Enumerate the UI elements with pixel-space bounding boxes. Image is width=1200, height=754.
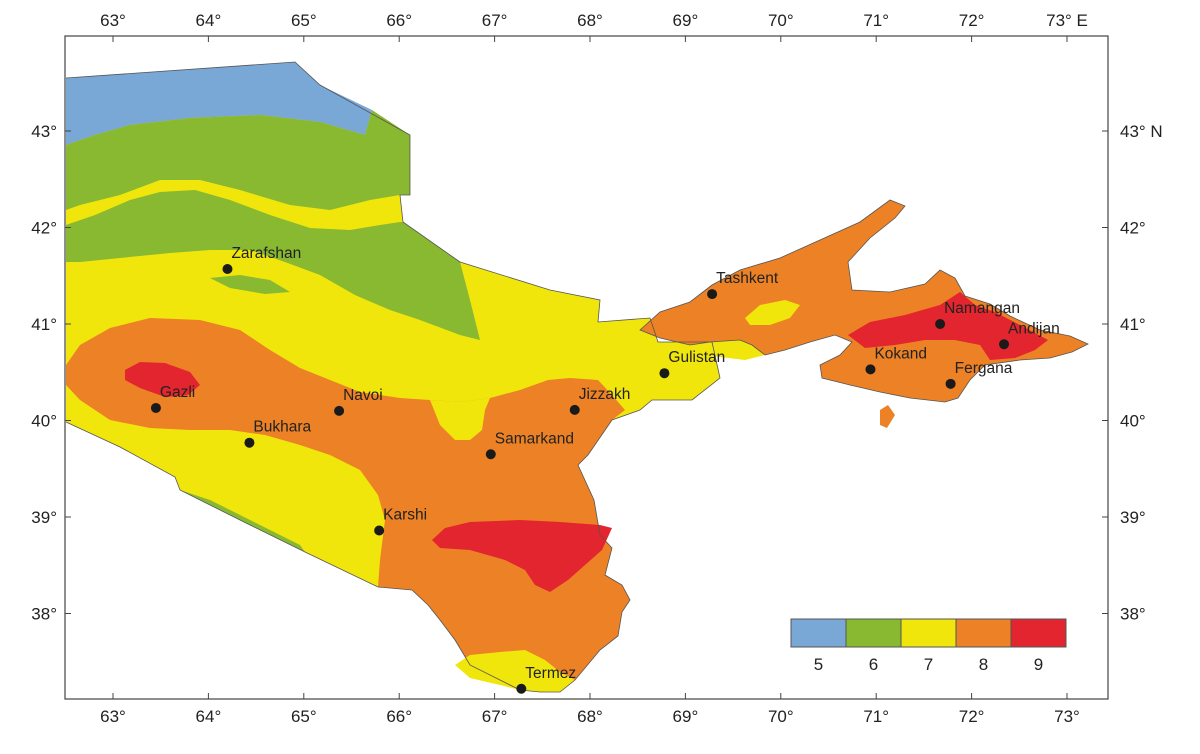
legend-swatch [790,618,847,648]
city-label: Zarafshan [231,245,301,262]
city-label: Fergana [955,360,1013,377]
zone-8-fragment [880,405,895,428]
zone-9-fergana [848,292,1048,360]
zone-7-termez [455,650,575,692]
country-outline-east [639,199,1089,403]
city-marker [485,449,496,460]
city-marker [516,683,527,694]
zone-6-area-middle [66,190,480,340]
city-label: Bukhara [253,419,311,436]
top-lon-label: 70° [768,11,794,30]
zone-6-area-north [66,110,410,210]
left-lat-label: 39° [31,508,57,527]
city-marker [659,368,670,379]
eastern-region [640,200,1088,428]
right-lat-label: 42° [1120,219,1146,238]
top-lon-label: 69° [673,11,699,30]
bottom-lon-label: 64° [196,707,222,726]
city-marker [865,364,876,375]
left-lat-label: 43° [31,122,57,141]
city-label: Gazli [160,384,195,401]
legend-swatch [900,618,957,648]
zone-8-east [640,200,1088,402]
bottom-lon-label: 65° [291,707,317,726]
bottom-lon-label: 67° [482,707,508,726]
axis-labels: 63° 63° 64° 64° 65° 65° 66° 66° 67° 67° 68° 68° 69° 6… [31,11,1162,726]
zone-9-gazli [125,362,200,397]
right-lat-label: 38° [1120,605,1146,624]
city-label: Termez [525,665,576,682]
legend-label: 6 [869,655,878,674]
city-marker [222,263,233,274]
city-marker [150,402,161,413]
top-lon-label: 71° [863,11,889,30]
legend-swatch [1010,618,1067,648]
city-label: Navoi [343,387,383,404]
city-marker [334,405,345,416]
city-label: Jizzakh [579,386,631,403]
city-marker [569,404,580,415]
city-label: Gulistan [668,349,725,366]
bottom-lon-label: 70° [768,707,794,726]
zone-5-area [66,62,372,145]
right-lat-label: 41° [1120,315,1146,334]
legend-label: 7 [924,655,933,674]
city-label: Samarkand [495,430,574,447]
top-lon-label: 73° E [1046,11,1088,30]
city-label: Namangan [944,300,1020,317]
right-lat-label: 43° N [1120,122,1163,141]
top-lon-label: 65° [291,11,317,30]
legend-label: 9 [1034,655,1043,674]
zone-7-gulistan [658,340,765,372]
city-label: Kokand [874,345,927,362]
zone-6-sliver [210,275,290,294]
country-outline-west [65,61,721,693]
bottom-lon-label: 66° [386,707,412,726]
western-region [66,62,720,692]
city-marker [945,378,956,389]
legend-swatch [955,618,1012,648]
top-lon-label: 63° [100,11,126,30]
right-lat-label: 40° [1120,412,1146,431]
city-label: Tashkent [716,270,779,287]
zone-7-tashkent [745,300,800,325]
legend-label: 5 [814,655,823,674]
top-lon-label: 67° [482,11,508,30]
city-markers: Zarafshan Tashkent Namangan Andijan Gulistan… [150,245,1060,694]
city-marker [935,319,946,329]
legend-label: 8 [979,655,988,674]
bottom-lon-label: 63° [100,707,126,726]
bottom-lon-label: 71° [863,707,889,726]
left-lat-label: 38° [31,605,57,624]
top-lon-label: 64° [196,11,222,30]
city-label: Andijan [1008,320,1060,337]
left-lat-label: 41° [31,315,57,334]
city-marker [707,289,718,300]
left-lat-label: 40° [31,412,57,431]
bottom-lon-label: 68° [577,707,603,726]
city-label: Karshi [383,507,427,524]
city-marker [999,339,1010,350]
zone-7-inner [430,398,490,440]
bottom-lon-label: 72° [959,707,985,726]
top-lon-label: 72° [959,11,985,30]
legend-swatch [845,618,902,648]
bottom-lon-label: 73° [1054,707,1080,726]
bottom-lon-label: 69° [673,707,699,726]
intensity-legend: 5 6 7 8 9 [790,618,1067,674]
left-lat-label: 42° [31,219,57,238]
axis-ticks [65,36,1108,699]
top-lon-label: 66° [386,11,412,30]
zone-9-south [432,520,612,592]
city-marker [244,437,255,448]
zone-8-area [66,318,630,692]
city-marker [374,525,385,536]
right-lat-label: 39° [1120,508,1146,527]
top-lon-label: 68° [577,11,603,30]
